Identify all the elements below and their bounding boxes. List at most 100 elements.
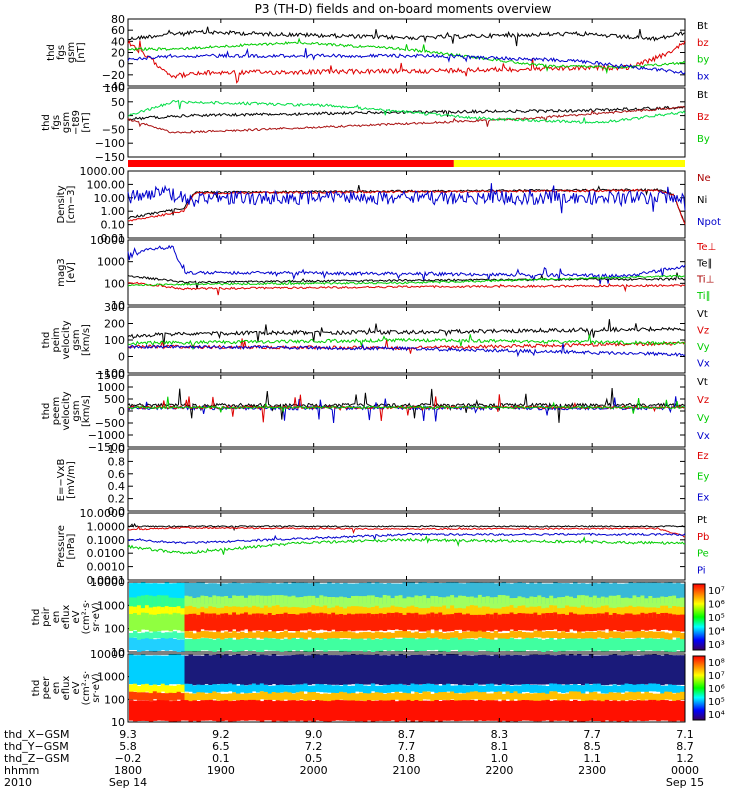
spectrogram-peer-cell <box>553 691 558 700</box>
ytick-label-peem: 0 <box>118 405 125 418</box>
ylabel-peem: velocity <box>61 391 72 430</box>
spectrogram-peer-cell <box>458 684 463 693</box>
spectrogram-peir-cell <box>680 632 685 640</box>
spectrogram-peer-cell <box>184 683 189 692</box>
ylabel-peer: thd <box>31 680 42 697</box>
spectrogram-peir-cell <box>426 598 431 612</box>
ytick-label-peir: 1000 <box>97 599 125 612</box>
spectrogram-peer-cell <box>545 654 550 685</box>
spectrogram-peir-cell <box>315 606 320 617</box>
spectrogram-peir-cell <box>358 638 364 651</box>
spectrogram-peer-cell <box>188 654 193 685</box>
spectrogram-peir-cell <box>632 631 637 639</box>
figure-title: P3 (TH-D) fields and on-board moments ov… <box>255 2 552 16</box>
spectrogram-peir-cell <box>565 605 570 616</box>
spectrogram-peir-cell <box>394 606 400 617</box>
spectrogram-peer-cell <box>192 685 197 694</box>
spectrogram-peir-cell <box>394 638 400 652</box>
spectrogram-peer-cell <box>517 655 522 685</box>
spectrogram-peir-cell <box>378 597 384 612</box>
spectrogram-peir-cell <box>501 613 507 631</box>
spectrogram-peir-cell <box>347 631 352 639</box>
spectrogram-peir-cell <box>533 638 538 651</box>
spectrogram-peir-cell <box>370 583 376 604</box>
spectrogram-peir-cell <box>418 608 423 619</box>
spectrogram-peer-cell <box>398 683 404 692</box>
ytick-label-pressure: 0.1000 <box>87 534 126 547</box>
ytick-label-fgs_t89: 50 <box>111 96 125 109</box>
spectrogram-peir-cell <box>255 595 261 609</box>
spectrogram-peir-cell <box>668 596 673 610</box>
ytick-label-fgs: 60 <box>111 24 125 37</box>
spectrogram-peer-cell <box>521 693 526 702</box>
spectrogram-peer-cell <box>668 655 673 685</box>
spectrogram-peer-cell <box>485 655 491 685</box>
legend-density-Ne: Ne <box>697 173 711 184</box>
spectrogram-peir-cell <box>477 614 483 632</box>
spectrogram-peir-cell <box>370 639 376 652</box>
spectrogram-peir-cell <box>656 597 661 612</box>
ytick-label-peim: −100 <box>95 367 125 380</box>
spectrogram-peir-cell <box>442 638 447 652</box>
spectrogram-peir-cell <box>422 614 427 632</box>
spectrogram-peir-cell <box>517 605 522 617</box>
spectrogram-peir-cell <box>152 631 158 639</box>
spectrogram-peer-cell <box>577 691 582 700</box>
spectrogram-peer-cell <box>481 654 487 685</box>
spectrogram-peir-cell <box>136 614 142 632</box>
spectrogram-peir-cell <box>275 633 281 640</box>
spectrogram-peer-cell <box>279 655 285 686</box>
spectrogram-peir-cell <box>129 632 134 640</box>
spectrogram-peer-cell <box>259 654 265 685</box>
spectrogram-peir-cell <box>406 596 411 611</box>
spectrogram-peir-cell <box>466 582 471 604</box>
spectrogram-peer-cell <box>430 654 435 685</box>
spectrogram-peer-cell <box>608 685 614 694</box>
spectrogram-peer-cell <box>628 691 633 700</box>
spectrogram-peir-cell <box>596 597 602 612</box>
spectrogram-peer-cell <box>652 699 657 721</box>
spectrogram-peir-cell <box>596 583 602 604</box>
spectrogram-peir-cell <box>422 582 427 603</box>
spectrogram-peir-cell <box>323 639 328 652</box>
spectrogram-peer-cell <box>160 700 166 721</box>
spectrogram-peir-cell <box>331 612 336 630</box>
trace-Tipar <box>127 274 686 287</box>
spectrogram-peir-cell <box>454 631 459 638</box>
spectrogram-peir-cell <box>664 597 669 611</box>
spectrogram-peir-cell <box>509 637 515 651</box>
spectrogram-peir-cell <box>624 606 629 617</box>
spectrogram-peer-cell <box>600 701 606 722</box>
spectrogram-peir-cell <box>529 596 534 611</box>
spectrogram-peer-cell <box>557 655 562 685</box>
spectrogram-peir-cell <box>244 637 249 651</box>
spectrogram-peir-cell <box>446 614 451 632</box>
spectrogram-peir-cell <box>232 606 237 617</box>
spectrogram-peir-cell <box>680 607 685 618</box>
spectrogram-peer-cell <box>136 686 142 694</box>
spectrogram-peer-cell <box>382 693 388 702</box>
spectrogram-peir-cell <box>200 630 205 638</box>
spectrogram-peir-cell <box>188 631 193 639</box>
spectrogram-peer-cell <box>172 693 178 701</box>
spectrogram-peir-cell <box>259 607 265 618</box>
spectrogram-peer-cell <box>129 654 134 685</box>
spectrogram-peir-cell <box>160 595 166 609</box>
spectrogram-peer-cell <box>180 693 185 701</box>
ytick-label-temp: 1000 <box>97 256 125 269</box>
spectrogram-peer-cell <box>592 691 598 700</box>
spectrogram-peir-cell <box>220 632 225 640</box>
spectrogram-peer-cell <box>473 655 479 685</box>
spectrogram-peer-cell <box>224 684 229 692</box>
spectrogram-peer-cell <box>640 693 645 702</box>
trace-Npot <box>127 183 686 214</box>
spectrogram-peir-cell <box>616 607 622 618</box>
spectrogram-peer-cell <box>283 700 289 722</box>
spectrogram-peir-cell <box>303 639 308 652</box>
spectrogram-peir-cell <box>271 638 277 651</box>
spectrogram-peir-cell <box>156 631 162 639</box>
spectrogram-peir-cell <box>331 631 336 639</box>
spectrogram-peer-cell <box>283 655 289 685</box>
spectrogram-peir-cell <box>624 638 629 652</box>
spectrogram-peer-cell <box>410 683 415 692</box>
